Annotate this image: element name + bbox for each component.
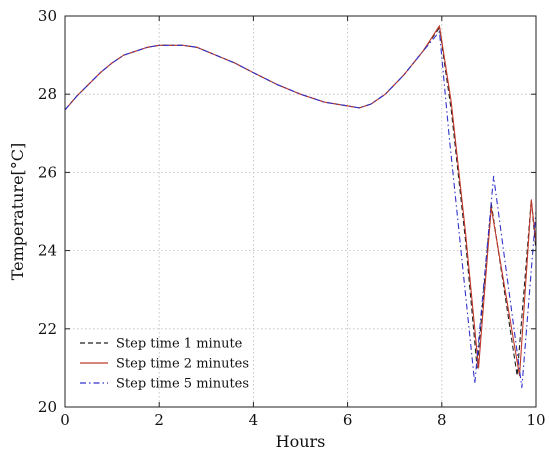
y-tick-label: 26 — [38, 163, 57, 181]
y-tick-label: 28 — [38, 85, 57, 103]
y-tick-label: 24 — [38, 242, 57, 260]
series-line-3 — [64, 31, 537, 388]
x-tick-label: 2 — [154, 411, 164, 429]
series-line-2 — [64, 25, 537, 377]
series-lines — [64, 25, 537, 388]
legend-entry: Step time 5 minutes — [116, 377, 249, 392]
y-tick-label: 22 — [38, 320, 57, 338]
y-tick-label: 30 — [38, 7, 57, 25]
x-tick-label: 8 — [437, 411, 447, 429]
y-tick-label: 20 — [38, 398, 57, 416]
plot-frame — [64, 15, 537, 408]
x-axis-label: Hours — [276, 432, 326, 451]
x-tick-label: 4 — [249, 411, 259, 429]
legend-entry: Step time 1 minute — [116, 337, 243, 352]
series-line-1 — [64, 27, 537, 377]
legend-entry: Step time 2 minutes — [116, 357, 249, 372]
x-tick-label: 6 — [343, 411, 353, 429]
legend: Step time 1 minute Step time 2 minutes Ste… — [80, 337, 249, 392]
x-tick-label: 10 — [526, 411, 545, 429]
grid-lines — [65, 16, 536, 407]
y-axis-label: Temperature[°C] — [8, 143, 27, 281]
x-tick-label: 0 — [60, 411, 70, 429]
